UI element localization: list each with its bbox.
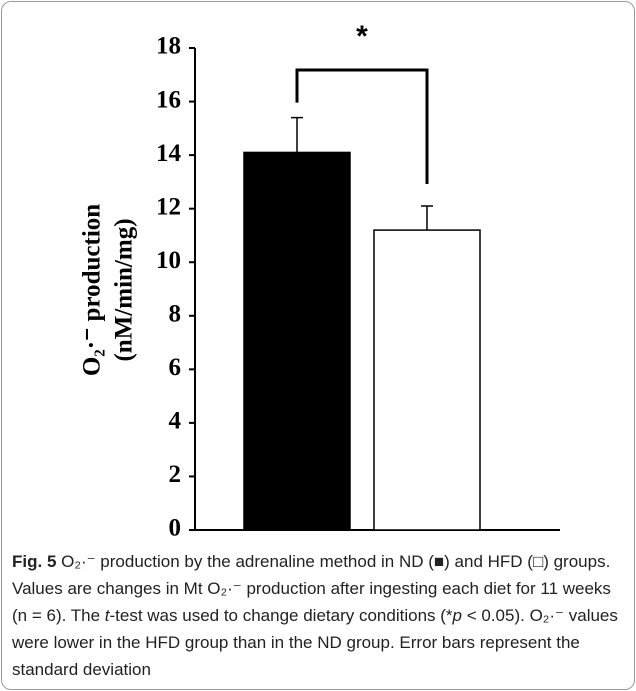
- y-tick-label: 4: [169, 408, 182, 435]
- bar: [243, 151, 351, 531]
- y-tick-label: 6: [169, 354, 182, 381]
- y-tick-label: 16: [156, 86, 181, 113]
- y-tick-label: 0: [169, 515, 182, 542]
- y-tick-label: 14: [156, 140, 182, 167]
- caption-label: Fig. 5: [12, 552, 57, 571]
- caption-text: < 0.05). O₂·⁻ values were lower in the H…: [12, 606, 618, 679]
- caption-text: p: [452, 606, 462, 625]
- caption-text: t: [104, 606, 110, 625]
- y-label: O₂·⁻ production (nM/min/mg): [79, 204, 138, 376]
- y-tick-label: 18: [156, 33, 181, 60]
- y-tick-label: 12: [156, 193, 181, 220]
- caption: Fig. 5 O₂·⁻ production by the adrenaline…: [12, 548, 624, 683]
- y-label-line: (nM/min/mg): [111, 218, 138, 361]
- y-tick-label: 2: [169, 461, 182, 488]
- bar: [373, 229, 481, 531]
- caption-text: O₂·⁻ production by the adrenaline method…: [12, 552, 611, 625]
- chart: O₂·⁻ production (nM/min/mg) 0 2 4 6 8 10 12 14 1…: [79, 20, 560, 542]
- y-tick-label: 10: [156, 247, 181, 274]
- caption-text: -test was used to change dietary conditi…: [109, 606, 453, 625]
- significance-mark: *: [356, 20, 368, 53]
- y-label-line: O₂·⁻ production: [79, 204, 106, 376]
- y-tick-label: 8: [169, 301, 182, 328]
- significance-bracket: [295, 68, 429, 184]
